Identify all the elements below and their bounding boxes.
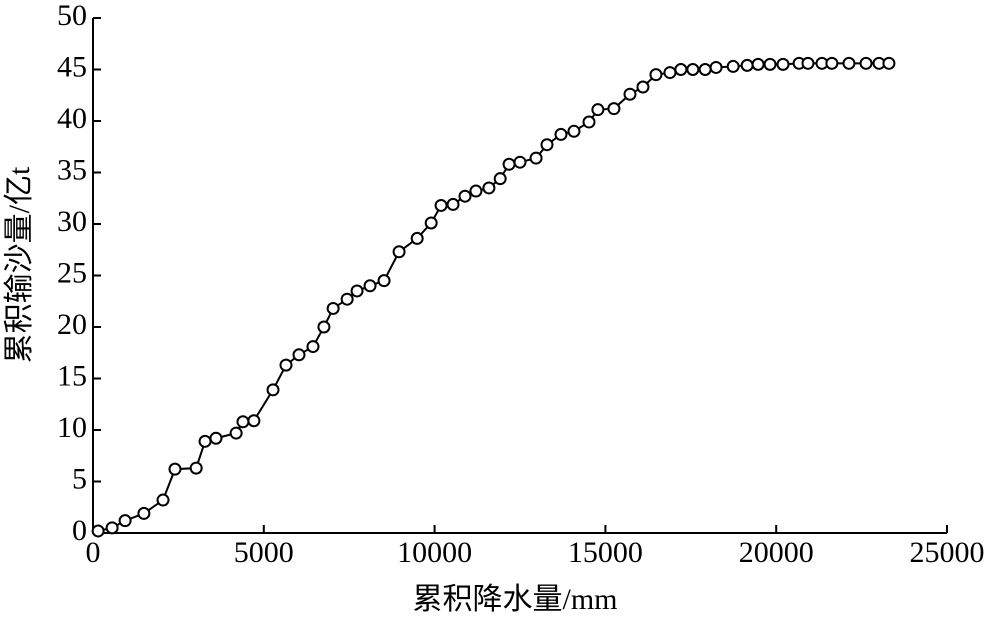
data-point [279, 358, 293, 372]
y-tick-label: 25 [57, 256, 87, 289]
data-point [377, 274, 391, 288]
y-tick-label: 10 [57, 411, 87, 444]
data-point [763, 57, 777, 71]
data-point [513, 155, 527, 169]
data-point [306, 340, 320, 354]
data-point [540, 138, 554, 152]
data-point [363, 279, 377, 293]
data-point [554, 127, 568, 141]
data-line [97, 62, 889, 532]
data-point [740, 58, 754, 72]
data-point [91, 524, 105, 538]
data-point [842, 56, 856, 70]
data-point [236, 415, 250, 429]
data-point [198, 434, 212, 448]
data-point [137, 506, 151, 520]
x-tick-label: 15000 [568, 536, 643, 569]
data-point [350, 284, 364, 298]
data-point [751, 57, 765, 71]
x-axis-label: 累积降水量/mm [412, 583, 617, 616]
data-point [698, 63, 712, 76]
data-point [726, 59, 740, 73]
y-tick-label: 20 [57, 308, 87, 341]
data-point [156, 493, 170, 507]
y-tick-label: 50 [57, 0, 87, 32]
data-point [266, 383, 280, 397]
data-point [674, 63, 688, 76]
data-point [340, 292, 354, 306]
data-point [502, 157, 516, 171]
data-point [105, 521, 119, 535]
x-tick-label: 0 [86, 536, 101, 569]
data-point [686, 63, 700, 76]
data-point [882, 56, 896, 70]
data-point [446, 197, 460, 211]
data-point [410, 231, 424, 245]
data-point [118, 514, 132, 528]
data-point [529, 151, 543, 165]
data-point [825, 56, 839, 70]
data-point [649, 68, 663, 82]
y-tick-label: 0 [72, 514, 87, 547]
data-point [636, 80, 650, 94]
data-point [209, 431, 223, 445]
data-point [392, 245, 406, 259]
y-tick-label: 45 [57, 50, 87, 83]
x-tick-label: 25000 [910, 536, 985, 569]
data-point [292, 348, 306, 362]
data-point [189, 461, 203, 475]
data-point [168, 462, 182, 476]
data-point [493, 172, 507, 186]
x-tick-label: 10000 [397, 536, 472, 569]
data-point [776, 57, 790, 71]
data-point [582, 115, 596, 129]
y-axis-label: 累积输沙量/亿t [3, 166, 36, 363]
y-tick-label: 15 [57, 359, 87, 392]
data-point [567, 124, 581, 138]
data-point [709, 60, 723, 74]
data-point [229, 426, 243, 440]
y-tick-label: 35 [57, 153, 87, 186]
data-point [424, 216, 438, 230]
data-point [469, 184, 483, 198]
data-point [434, 198, 448, 212]
data-point [458, 189, 472, 203]
data-point [591, 103, 605, 117]
data-point [317, 320, 331, 334]
y-tick-label: 30 [57, 205, 87, 238]
data-point [607, 102, 621, 116]
x-tick-label: 20000 [739, 536, 814, 569]
data-point [326, 301, 340, 315]
data-point [859, 56, 873, 70]
data-point [482, 181, 496, 195]
data-point [247, 414, 261, 428]
y-tick-label: 5 [72, 462, 87, 495]
x-tick-label: 5000 [234, 536, 294, 569]
data-point [623, 87, 637, 101]
y-tick-label: 40 [57, 102, 87, 135]
data-point [801, 56, 815, 70]
data-point [663, 66, 677, 80]
